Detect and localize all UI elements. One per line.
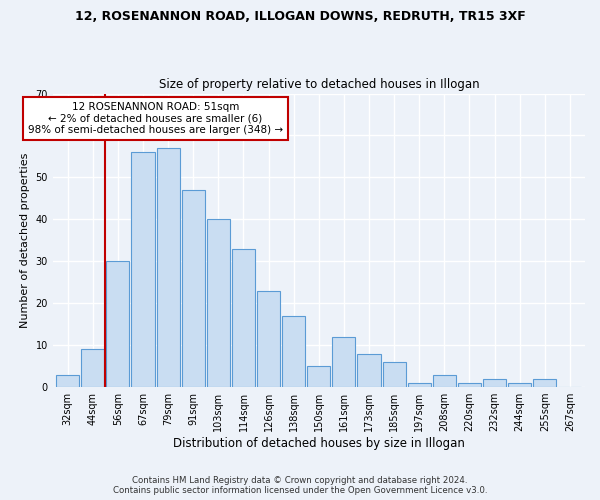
Bar: [383, 362, 406, 387]
Bar: [56, 374, 79, 387]
Bar: [257, 290, 280, 387]
Text: Contains HM Land Registry data © Crown copyright and database right 2024.
Contai: Contains HM Land Registry data © Crown c…: [113, 476, 487, 495]
Bar: [81, 350, 104, 387]
Bar: [207, 220, 230, 387]
Title: Size of property relative to detached houses in Illogan: Size of property relative to detached ho…: [158, 78, 479, 91]
Bar: [106, 262, 130, 387]
Bar: [533, 378, 556, 387]
Bar: [182, 190, 205, 387]
Bar: [483, 378, 506, 387]
Bar: [433, 374, 456, 387]
Bar: [332, 337, 355, 387]
Text: 12 ROSENANNON ROAD: 51sqm
← 2% of detached houses are smaller (6)
98% of semi-de: 12 ROSENANNON ROAD: 51sqm ← 2% of detach…: [28, 102, 283, 135]
Y-axis label: Number of detached properties: Number of detached properties: [20, 152, 30, 328]
Bar: [458, 383, 481, 387]
Bar: [157, 148, 179, 387]
Bar: [358, 354, 380, 387]
X-axis label: Distribution of detached houses by size in Illogan: Distribution of detached houses by size …: [173, 437, 465, 450]
Bar: [408, 383, 431, 387]
Bar: [307, 366, 331, 387]
Bar: [131, 152, 155, 387]
Bar: [508, 383, 531, 387]
Bar: [282, 316, 305, 387]
Bar: [232, 248, 255, 387]
Text: 12, ROSENANNON ROAD, ILLOGAN DOWNS, REDRUTH, TR15 3XF: 12, ROSENANNON ROAD, ILLOGAN DOWNS, REDR…: [74, 10, 526, 23]
